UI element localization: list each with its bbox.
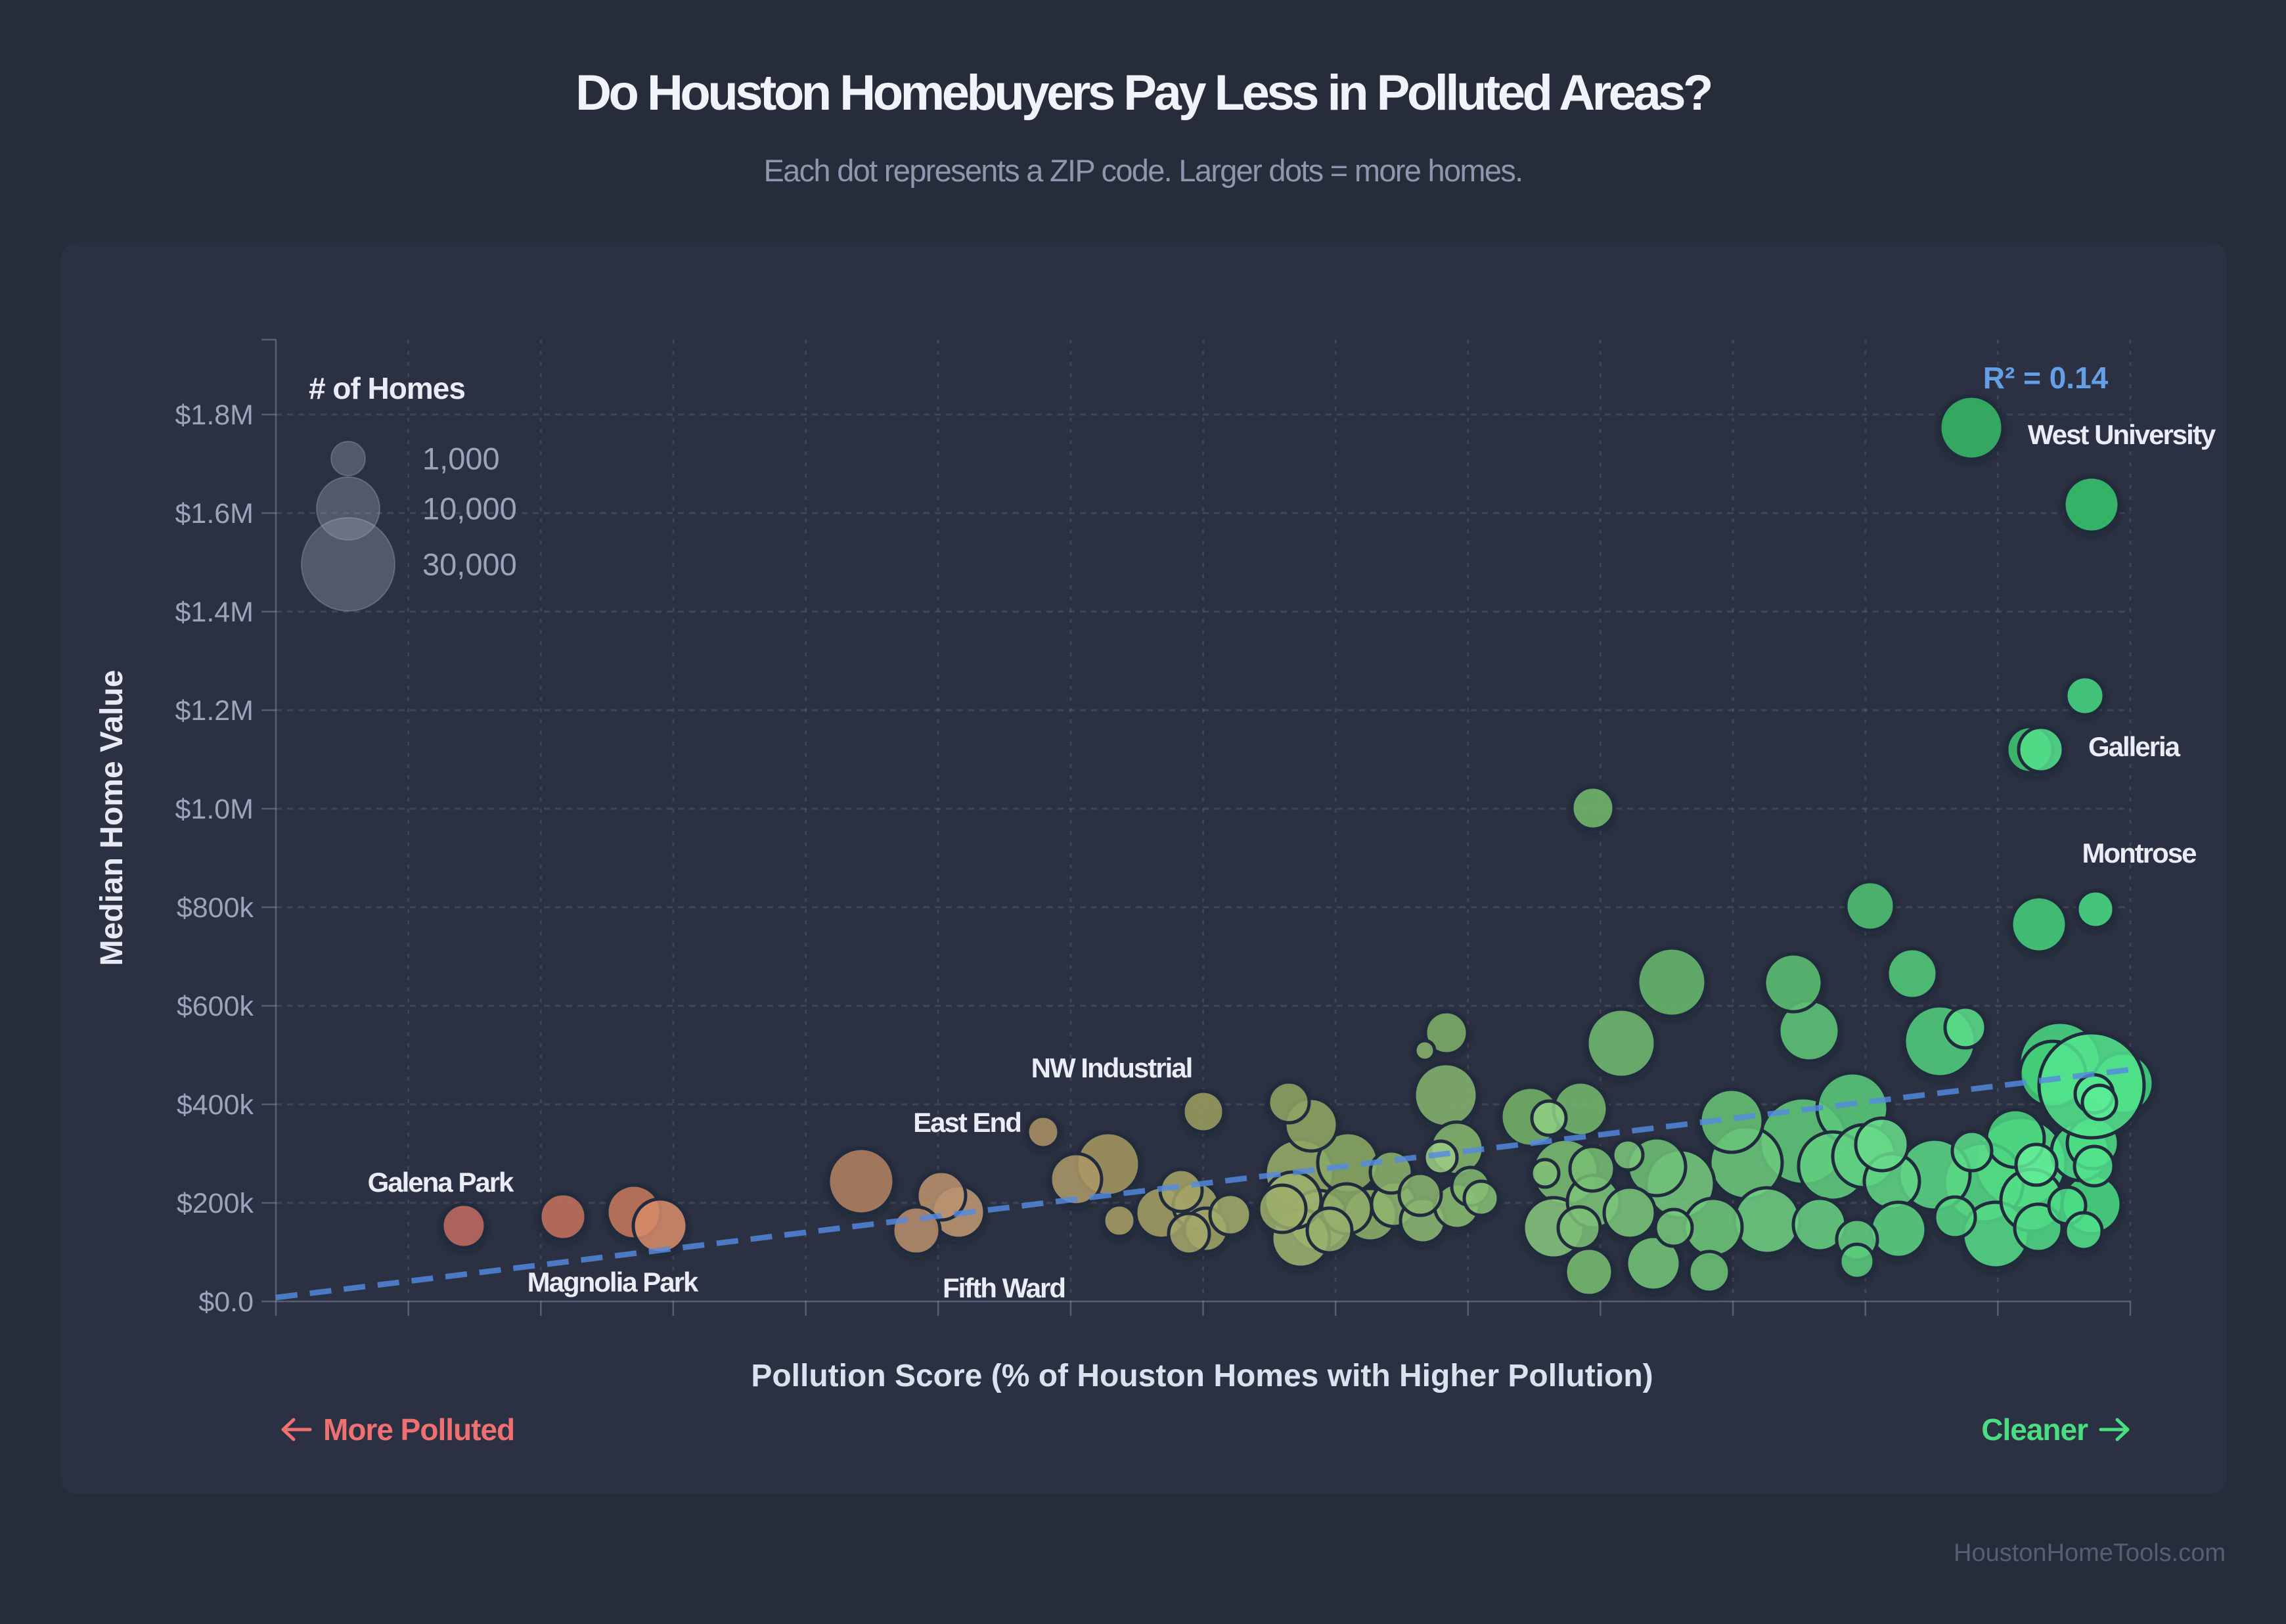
svg-text:$200k: $200k [177, 1188, 254, 1219]
svg-text:R² = 0.14: R² = 0.14 [1983, 361, 2109, 395]
svg-text:$400k: $400k [177, 1089, 254, 1121]
svg-text:$800k: $800k [177, 892, 254, 924]
svg-text:Montrose: Montrose [2082, 838, 2197, 868]
svg-text:Cleaner: Cleaner [1981, 1412, 2088, 1447]
svg-text:$1.0M: $1.0M [175, 794, 254, 825]
svg-text:Pollution Score (% of Houston: Pollution Score (% of Houston Homes with… [751, 1359, 1653, 1393]
svg-text:10,000: 10,000 [422, 491, 517, 526]
svg-text:West University: West University [2028, 419, 2216, 450]
svg-text:NW Industrial: NW Industrial [1031, 1052, 1192, 1083]
svg-text:$1.4M: $1.4M [175, 597, 254, 628]
svg-text:Median Home Value: Median Home Value [95, 670, 129, 966]
svg-text:Galleria: Galleria [2088, 731, 2181, 762]
svg-text:$1.2M: $1.2M [175, 695, 254, 727]
svg-text:30,000: 30,000 [422, 547, 517, 581]
svg-text:$1.8M: $1.8M [175, 399, 254, 431]
svg-text:More Polluted: More Polluted [323, 1412, 514, 1447]
svg-text:$600k: $600k [177, 991, 254, 1022]
svg-text:HoustonHomeTools.com: HoustonHomeTools.com [1954, 1539, 2226, 1567]
svg-text:Magnolia Park: Magnolia Park [527, 1267, 699, 1297]
svg-text:Fifth Ward: Fifth Ward [943, 1273, 1065, 1303]
svg-text:Galena Park: Galena Park [368, 1167, 514, 1198]
svg-text:$0.0: $0.0 [198, 1286, 254, 1318]
svg-text:# of Homes: # of Homes [309, 371, 465, 405]
svg-text:East End: East End [913, 1107, 1021, 1138]
svg-text:$1.6M: $1.6M [175, 498, 254, 530]
svg-text:1,000: 1,000 [422, 441, 500, 476]
